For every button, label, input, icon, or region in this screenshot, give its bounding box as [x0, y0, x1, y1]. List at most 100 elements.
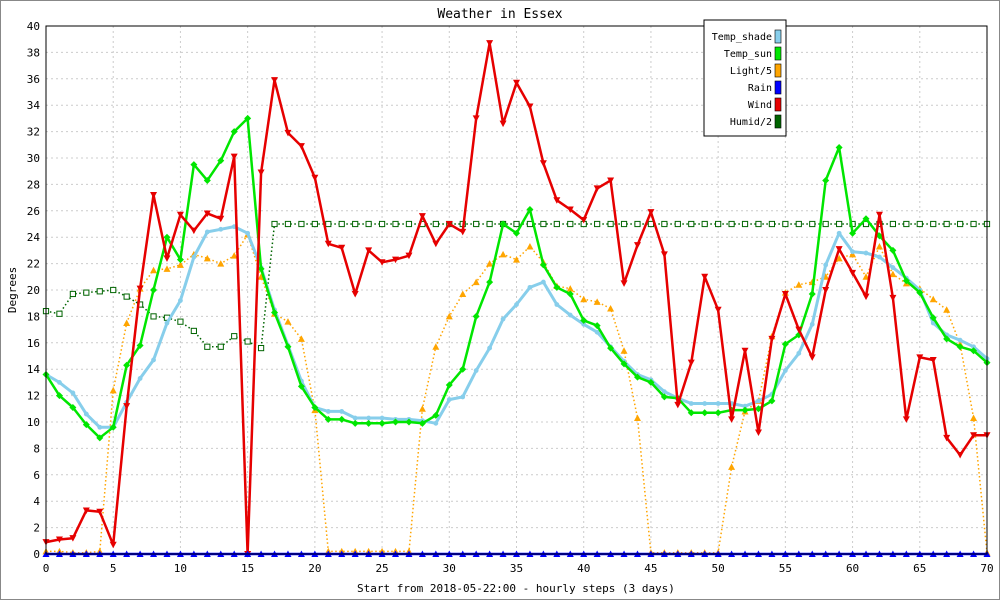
data-point	[970, 414, 978, 422]
data-point	[378, 220, 386, 228]
data-point	[432, 240, 440, 248]
data-point	[566, 206, 574, 213]
data-point	[647, 209, 655, 216]
x-tick-label: 40	[577, 562, 590, 575]
data-point	[339, 409, 345, 414]
data-point	[782, 220, 789, 228]
data-point	[445, 312, 453, 320]
data-point	[822, 287, 830, 294]
data-point	[768, 220, 776, 228]
data-point	[970, 220, 977, 228]
data-point	[123, 293, 130, 300]
data-point	[96, 508, 104, 516]
data-point	[365, 419, 373, 427]
data-point	[930, 220, 937, 228]
data-point	[687, 409, 695, 417]
data-point	[929, 356, 937, 364]
data-point	[889, 246, 897, 254]
data-point	[459, 228, 467, 236]
data-point	[822, 176, 830, 184]
data-point	[903, 220, 910, 228]
data-point	[809, 220, 816, 228]
data-point	[231, 333, 238, 340]
data-point	[486, 40, 494, 47]
y-tick-label: 26	[27, 205, 40, 218]
data-point	[460, 394, 466, 400]
data-point	[674, 220, 681, 228]
y-tick-label: 32	[27, 126, 40, 139]
data-point	[217, 260, 225, 267]
legend-label: Wind	[748, 100, 772, 111]
x-tick-label: 30	[443, 562, 456, 575]
data-point	[136, 341, 144, 349]
data-point	[835, 254, 843, 262]
data-point	[956, 452, 964, 459]
data-point	[418, 405, 426, 412]
data-point	[957, 337, 963, 343]
legend-box	[703, 19, 787, 137]
data-point	[405, 220, 413, 228]
data-point	[916, 220, 923, 228]
data-point	[715, 220, 722, 228]
x-axis-ticks: 0 5 10 15 20 25 30 35 40 45 50 55 60 65 70	[43, 562, 994, 575]
data-point	[660, 393, 668, 401]
series-line	[46, 233, 988, 554]
data-point	[473, 368, 479, 373]
data-point	[271, 220, 278, 228]
data-point	[83, 289, 90, 296]
legend-item: Temp_sun	[724, 46, 782, 61]
data-point	[271, 308, 279, 316]
data-point	[754, 405, 762, 413]
data-point	[297, 143, 305, 150]
data-point	[297, 335, 305, 342]
x-tick-label: 55	[779, 562, 792, 575]
data-point	[714, 409, 722, 417]
x-tick-label: 60	[846, 562, 859, 575]
data-point	[795, 281, 803, 288]
data-point	[150, 286, 158, 294]
legend-item: Humid/2	[730, 114, 782, 129]
legend-swatch	[774, 46, 782, 61]
data-point	[97, 424, 103, 430]
data-point	[701, 273, 709, 281]
data-point	[392, 256, 400, 264]
data-point	[217, 157, 225, 165]
y-tick-label: 8	[33, 442, 40, 455]
data-point	[526, 205, 534, 213]
data-point	[875, 242, 883, 250]
data-point	[298, 220, 305, 228]
legend-swatch	[774, 97, 782, 112]
data-point	[57, 380, 62, 385]
data-point	[136, 285, 144, 293]
data-point	[607, 177, 615, 184]
data-point	[889, 294, 897, 302]
data-point	[701, 220, 708, 228]
data-point	[877, 254, 882, 260]
data-point	[163, 233, 171, 241]
data-point	[69, 535, 77, 542]
data-point	[379, 415, 385, 421]
data-point	[83, 411, 89, 417]
data-point	[164, 320, 170, 326]
legend-item: Temp_shade	[712, 29, 782, 44]
data-point	[916, 289, 924, 297]
data-point	[580, 295, 588, 303]
data-point	[486, 260, 494, 267]
data-point	[378, 259, 386, 266]
data-point	[539, 160, 547, 167]
data-point	[754, 429, 762, 437]
data-point	[647, 378, 655, 386]
data-point	[365, 220, 372, 228]
legend: Temp_shade Temp_sun Light/5 Rain Wind Humid/2	[703, 19, 787, 137]
data-point	[257, 169, 265, 177]
data-point	[244, 114, 252, 122]
data-point	[943, 434, 951, 442]
data-point	[607, 304, 615, 312]
data-point	[849, 229, 857, 237]
data-point	[540, 220, 547, 228]
data-point	[150, 191, 158, 199]
data-point	[796, 350, 802, 356]
data-point	[486, 278, 494, 286]
